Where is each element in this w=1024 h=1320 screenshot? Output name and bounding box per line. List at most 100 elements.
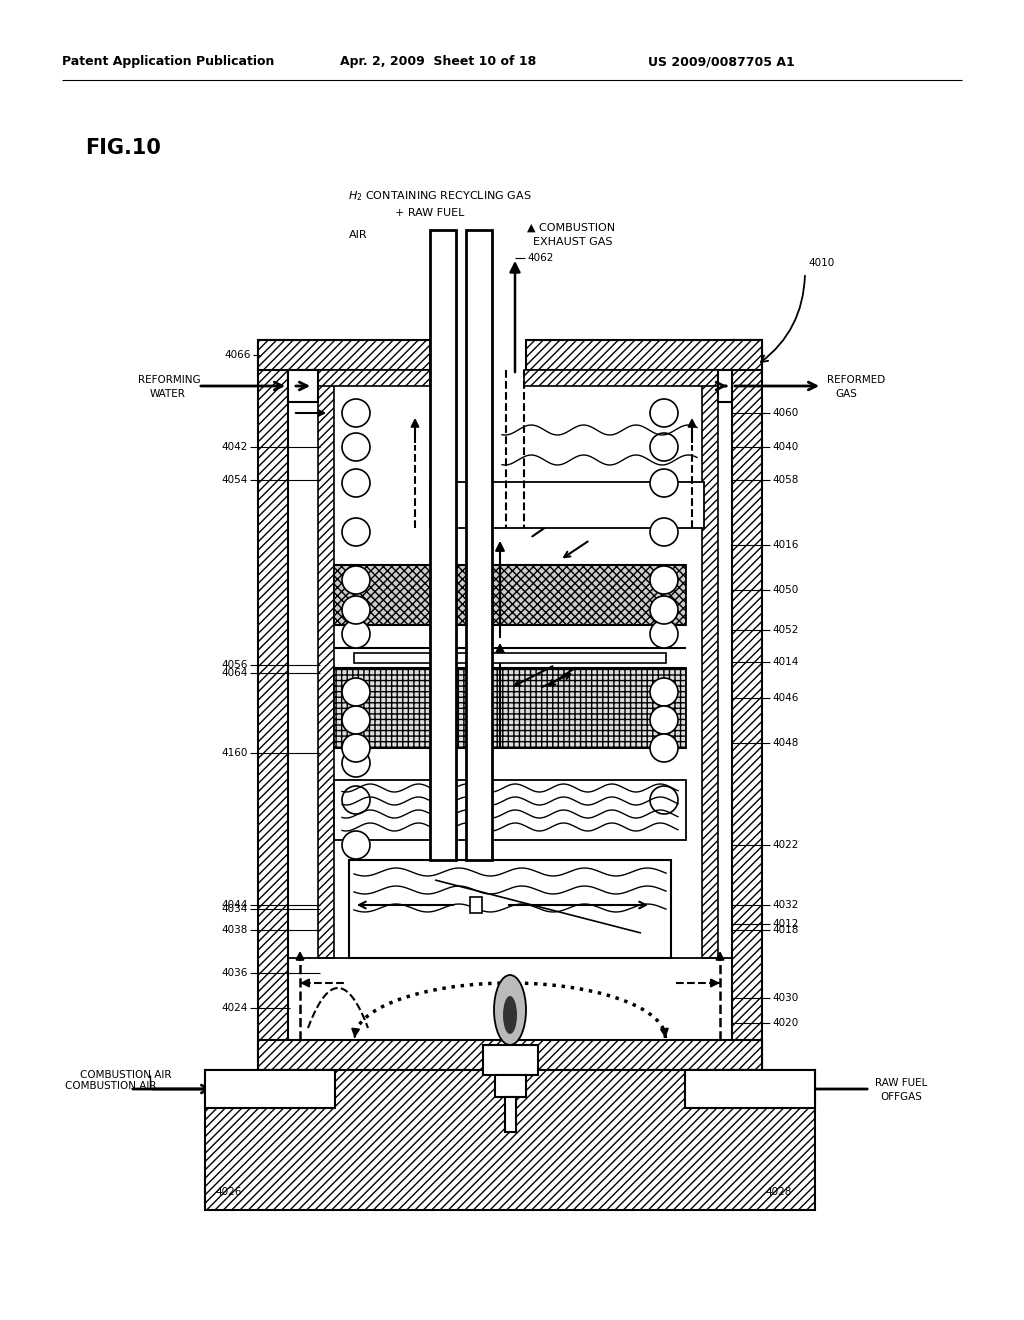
Text: 4032: 4032 — [772, 900, 799, 909]
Text: 4054: 4054 — [221, 475, 248, 484]
Text: 4060: 4060 — [772, 408, 799, 418]
Circle shape — [650, 785, 678, 814]
Bar — [334, 565, 686, 624]
Text: US 2009/0087705 A1: US 2009/0087705 A1 — [648, 55, 795, 69]
Bar — [334, 780, 686, 840]
Circle shape — [650, 620, 678, 648]
Text: 4016: 4016 — [772, 540, 799, 550]
Bar — [430, 482, 705, 528]
Text: 4018: 4018 — [772, 925, 799, 935]
Text: COMBUSTION AIR: COMBUSTION AIR — [65, 1081, 157, 1092]
Bar — [288, 370, 318, 403]
Bar — [466, 230, 492, 861]
Circle shape — [650, 734, 678, 762]
Bar — [524, 370, 718, 385]
Text: FIG.10: FIG.10 — [85, 139, 161, 158]
Text: 4048: 4048 — [772, 738, 799, 748]
Circle shape — [342, 433, 370, 461]
Text: 4042: 4042 — [221, 442, 248, 451]
Circle shape — [342, 566, 370, 594]
Text: 4058: 4058 — [772, 475, 799, 484]
Text: 4050: 4050 — [772, 585, 799, 595]
Text: 4022: 4022 — [772, 840, 799, 850]
Circle shape — [650, 399, 678, 426]
Bar — [505, 1097, 516, 1133]
Bar — [483, 1045, 538, 1074]
Text: 4030: 4030 — [772, 993, 799, 1003]
Text: GAS: GAS — [835, 389, 857, 399]
Bar — [205, 1071, 335, 1107]
Bar — [334, 385, 686, 958]
Text: 4052: 4052 — [772, 624, 799, 635]
Bar — [288, 958, 732, 1040]
Circle shape — [342, 734, 370, 762]
Text: 4040: 4040 — [772, 442, 799, 451]
Text: 4044: 4044 — [221, 900, 248, 909]
Text: 4036: 4036 — [221, 968, 248, 978]
Text: 4024: 4024 — [221, 1003, 248, 1012]
Circle shape — [650, 517, 678, 546]
Text: Patent Application Publication: Patent Application Publication — [62, 55, 274, 69]
Text: 4028: 4028 — [765, 1187, 792, 1197]
Text: REFORMED: REFORMED — [827, 375, 886, 385]
Text: 4012: 4012 — [772, 919, 799, 929]
Text: 4010: 4010 — [808, 257, 835, 268]
Text: 4026: 4026 — [215, 1187, 242, 1197]
Circle shape — [650, 469, 678, 498]
Circle shape — [342, 399, 370, 426]
Circle shape — [342, 706, 370, 734]
Text: 4062: 4062 — [527, 253, 553, 263]
Text: EXHAUST GAS: EXHAUST GAS — [534, 238, 612, 247]
Text: 4056: 4056 — [221, 660, 248, 671]
Bar — [702, 370, 718, 958]
Bar — [258, 341, 430, 370]
Text: COMBUSTION AIR: COMBUSTION AIR — [80, 1071, 171, 1080]
Text: + RAW FUEL: + RAW FUEL — [395, 209, 464, 218]
Bar — [495, 1074, 526, 1097]
Ellipse shape — [494, 975, 526, 1045]
Circle shape — [342, 517, 370, 546]
Text: 4046: 4046 — [772, 693, 799, 704]
Circle shape — [342, 785, 370, 814]
Text: RAW FUEL: RAW FUEL — [874, 1078, 928, 1088]
Text: 4020: 4020 — [772, 1018, 799, 1028]
Text: 4034: 4034 — [221, 904, 248, 913]
Bar — [318, 370, 334, 958]
Circle shape — [650, 678, 678, 706]
Circle shape — [650, 706, 678, 734]
Bar — [334, 668, 686, 748]
Text: REFORMING: REFORMING — [138, 375, 201, 385]
Text: 4066: 4066 — [224, 350, 251, 360]
Text: ▲ COMBUSTION: ▲ COMBUSTION — [527, 223, 615, 234]
Bar — [258, 1040, 762, 1071]
Circle shape — [650, 566, 678, 594]
Circle shape — [342, 469, 370, 498]
Circle shape — [342, 678, 370, 706]
Bar — [349, 861, 671, 958]
Bar — [318, 370, 430, 385]
Text: 4038: 4038 — [221, 925, 248, 935]
Text: OFFGAS: OFFGAS — [880, 1092, 922, 1102]
Bar — [470, 898, 482, 913]
Bar — [732, 341, 762, 1071]
Circle shape — [342, 620, 370, 648]
Text: AIR: AIR — [349, 230, 368, 240]
Bar — [354, 653, 666, 663]
Bar — [205, 1071, 815, 1210]
Bar — [685, 1071, 815, 1107]
Text: Apr. 2, 2009  Sheet 10 of 18: Apr. 2, 2009 Sheet 10 of 18 — [340, 55, 537, 69]
Circle shape — [650, 597, 678, 624]
Bar — [430, 230, 456, 861]
Circle shape — [650, 433, 678, 461]
Text: 4014: 4014 — [772, 657, 799, 667]
Circle shape — [342, 748, 370, 777]
Text: $H_2$ CONTAINING RECYCLING GAS: $H_2$ CONTAINING RECYCLING GAS — [348, 189, 531, 203]
Ellipse shape — [503, 997, 517, 1034]
Text: 4160: 4160 — [221, 748, 248, 758]
Text: 4064: 4064 — [221, 668, 248, 678]
Bar — [258, 341, 288, 1071]
Bar — [526, 341, 762, 370]
Circle shape — [342, 597, 370, 624]
Text: WATER: WATER — [150, 389, 186, 399]
Circle shape — [342, 832, 370, 859]
